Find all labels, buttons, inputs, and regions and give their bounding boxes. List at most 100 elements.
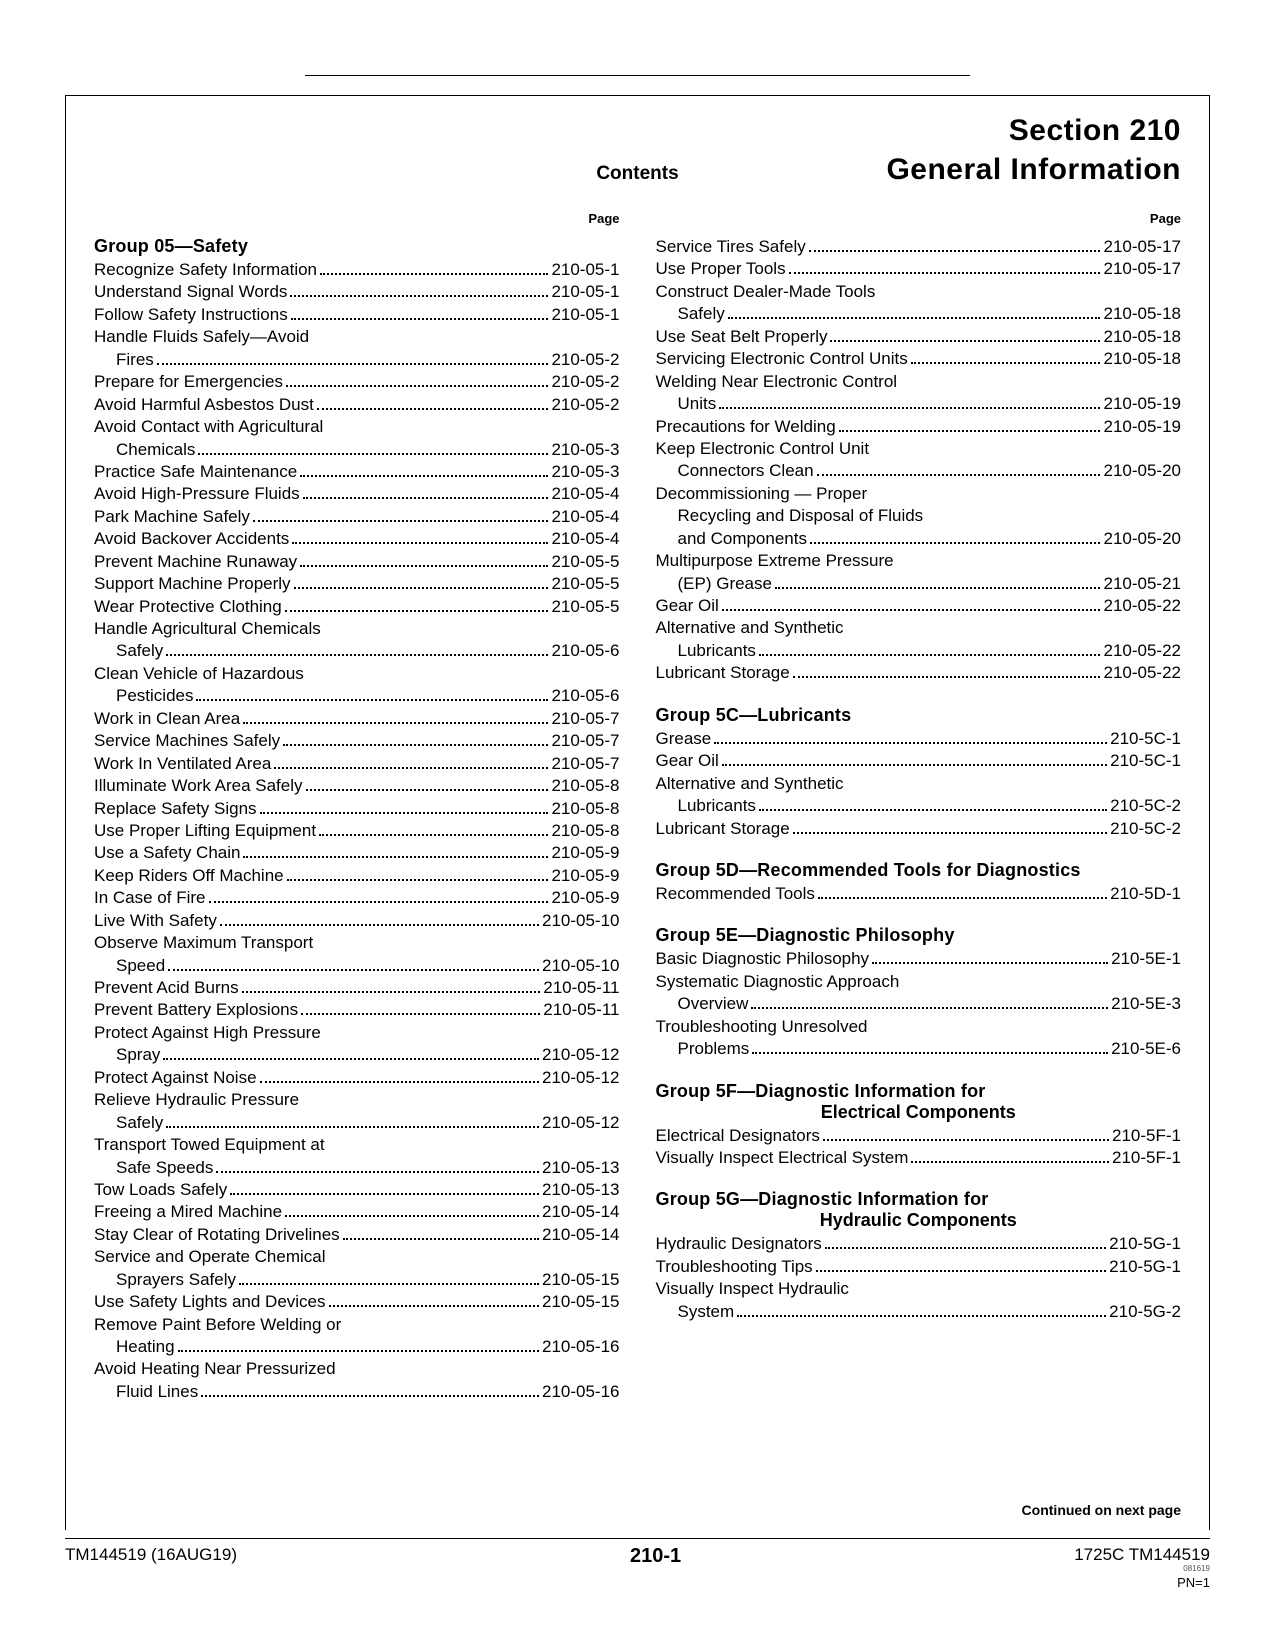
page-label-left: Page	[94, 211, 620, 226]
toc-page: 210-5G-2	[1109, 1301, 1181, 1323]
toc-dots	[714, 742, 1107, 744]
toc-text: Fires	[116, 349, 154, 371]
group-title: Group 5G—Diagnostic Information for	[656, 1189, 1182, 1210]
toc-dots	[300, 565, 548, 567]
toc-dots	[722, 609, 1101, 611]
toc-text: Avoid Heating Near Pressurized	[94, 1358, 336, 1380]
toc-entry: Clean Vehicle of Hazardous	[94, 663, 620, 685]
toc-page: 210-05-4	[551, 506, 619, 528]
toc-text: Use Proper Tools	[656, 258, 786, 280]
toc-page: 210-05-8	[551, 775, 619, 797]
toc-dots	[722, 764, 1107, 766]
toc-entry: Remove Paint Before Welding or	[94, 1314, 620, 1336]
toc-page: 210-5E-1	[1111, 948, 1181, 970]
toc-page: 210-05-22	[1103, 640, 1181, 662]
toc-page: 210-05-1	[551, 281, 619, 303]
toc-entry: Freeing a Mired Machine210-05-14	[94, 1201, 620, 1223]
toc-text: System	[678, 1301, 735, 1323]
toc-entry: Support Machine Properly210-05-5	[94, 573, 620, 595]
toc-entry: Handle Fluids Safely—Avoid	[94, 326, 620, 348]
toc-entry: Protect Against High Pressure	[94, 1022, 620, 1044]
toc-entry: Use Proper Tools210-05-17	[656, 258, 1182, 280]
toc-entry: Prevent Battery Explosions210-05-11	[94, 999, 620, 1021]
toc-page: 210-05-20	[1103, 460, 1181, 482]
toc-entry-cont: and Components210-05-20	[656, 528, 1182, 550]
toc-page: 210-05-16	[542, 1381, 620, 1403]
toc-text: Protect Against High Pressure	[94, 1022, 321, 1044]
toc-text: Fluid Lines	[116, 1381, 198, 1403]
toc-text: Recommended Tools	[656, 883, 815, 905]
toc-text: Prevent Machine Runaway	[94, 551, 297, 573]
footer-pn: PN=1	[1074, 1575, 1210, 1590]
footer-center: 210-1	[630, 1545, 681, 1568]
toc-dots	[243, 856, 548, 858]
toc-text: Keep Electronic Control Unit	[656, 438, 870, 460]
toc-text: Avoid High-Pressure Fluids	[94, 483, 300, 505]
toc-dots	[220, 924, 539, 926]
toc-page: 210-05-1	[551, 259, 619, 281]
toc-page: 210-05-9	[551, 865, 619, 887]
right-column: Page Service Tires Safely210-05-17Use Pr…	[656, 211, 1182, 1403]
toc-entry: Avoid Heating Near Pressurized	[94, 1358, 620, 1380]
toc-entry: Tow Loads Safely210-05-13	[94, 1179, 620, 1201]
toc-text: Support Machine Properly	[94, 573, 291, 595]
toc-entry-cont: Lubricants210-05-22	[656, 640, 1182, 662]
toc-page: 210-5C-2	[1110, 818, 1181, 840]
toc-page: 210-05-22	[1103, 595, 1181, 617]
toc-dots	[818, 897, 1107, 899]
toc-text: Safely	[678, 303, 725, 325]
toc-text: Avoid Harmful Asbestos Dust	[94, 394, 314, 416]
toc-page: 210-05-7	[551, 730, 619, 752]
group-title: Group 5C—Lubricants	[656, 705, 1182, 726]
toc-page: 210-05-12	[542, 1112, 620, 1134]
toc-dots	[911, 362, 1101, 364]
toc-page: 210-05-22	[1103, 662, 1181, 684]
toc-text: Prevent Acid Burns	[94, 977, 239, 999]
toc-dots	[823, 1139, 1109, 1141]
toc-entry: Decommissioning — Proper	[656, 483, 1182, 505]
toc-text: Construct Dealer-Made Tools	[656, 281, 876, 303]
toc-entry-cont: Pesticides210-05-6	[94, 685, 620, 707]
toc-text: Electrical Designators	[656, 1125, 820, 1147]
toc-text: Keep Riders Off Machine	[94, 865, 284, 887]
toc-entry: Prevent Acid Burns210-05-11	[94, 977, 620, 999]
toc-text: Remove Paint Before Welding or	[94, 1314, 341, 1336]
toc-text: Transport Towed Equipment at	[94, 1134, 325, 1156]
toc-page: 210-05-2	[551, 371, 619, 393]
toc-page: 210-05-18	[1103, 348, 1181, 370]
toc-text: Illuminate Work Area Safely	[94, 775, 303, 797]
toc-entry-cont: Heating210-05-16	[94, 1336, 620, 1358]
toc-entry: Protect Against Noise210-05-12	[94, 1067, 620, 1089]
toc-text: Service Tires Safely	[656, 236, 806, 258]
toc-entry-cont: Fires 210-05-2	[94, 349, 620, 371]
toc-entry: Welding Near Electronic Control	[656, 371, 1182, 393]
page-footer: TM144519 (16AUG19) 210-1 1725C TM144519 …	[65, 1538, 1210, 1590]
toc-dots	[830, 340, 1100, 342]
toc-page: 210-05-21	[1103, 573, 1181, 595]
toc-text: Problems	[678, 1038, 750, 1060]
toc-dots	[728, 317, 1101, 319]
toc-entry: Lubricant Storage210-5C-2	[656, 818, 1182, 840]
toc-dots	[163, 1058, 539, 1060]
toc-text: Troubleshooting Tips	[656, 1256, 813, 1278]
toc-page: 210-5E-6	[1111, 1038, 1181, 1060]
toc-dots	[301, 1013, 540, 1015]
toc-entry: Alternative and Synthetic	[656, 617, 1182, 639]
toc-entry: Observe Maximum Transport	[94, 932, 620, 954]
toc-page: 210-05-13	[542, 1157, 620, 1179]
toc-entry: Recommended Tools210-5D-1	[656, 883, 1182, 905]
toc-entry-cont: Problems 210-5E-6	[656, 1038, 1182, 1060]
toc-text: Follow Safety Instructions	[94, 304, 288, 326]
toc-page: 210-05-16	[542, 1336, 620, 1358]
toc-dots	[201, 1395, 539, 1397]
toc-dots	[343, 1238, 539, 1240]
toc-page: 210-5E-3	[1111, 993, 1181, 1015]
toc-page: 210-05-4	[551, 483, 619, 505]
toc-entry-cont: Connectors Clean210-05-20	[656, 460, 1182, 482]
toc-entry: Prevent Machine Runaway210-05-5	[94, 551, 620, 573]
toc-page: 210-5F-1	[1112, 1147, 1181, 1169]
toc-page: 210-05-2	[551, 349, 619, 371]
toc-dots	[253, 520, 549, 522]
continued-label: Continued on next page	[1022, 1502, 1181, 1518]
toc-text: Avoid Contact with Agricultural	[94, 416, 323, 438]
